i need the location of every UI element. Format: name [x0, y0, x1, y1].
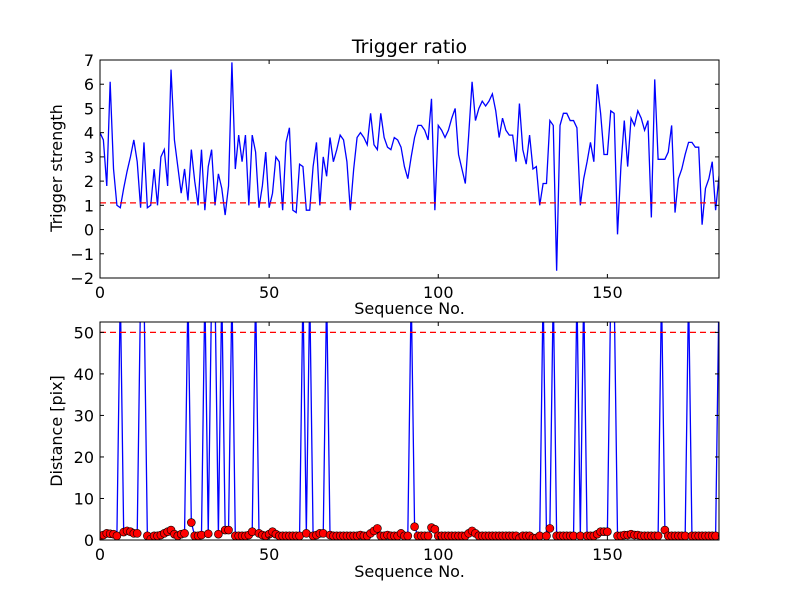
y-tick-label: −2 — [70, 269, 94, 288]
bottom-x-axis-label: Sequence No. — [354, 562, 465, 581]
data-point — [410, 522, 419, 532]
x-tick-label: 150 — [592, 283, 623, 302]
y-tick-label: 10 — [74, 489, 94, 508]
y-tick-label: 40 — [74, 365, 94, 384]
data-point — [603, 527, 612, 536]
y-tick-label: 4 — [84, 124, 94, 143]
data-point — [718, 533, 719, 539]
x-tick-label: 50 — [259, 283, 279, 302]
data-point — [729, 532, 737, 540]
y-tick-label: 1 — [84, 196, 94, 215]
axes-frame — [99, 321, 720, 541]
bottom-axes: 0 50 100 150 0 10 20 30 40 50 — [74, 321, 737, 564]
data-point — [545, 524, 555, 533]
y-tick-label: 6 — [84, 75, 94, 94]
y-tick-label: 0 — [84, 531, 94, 550]
data-point — [403, 531, 413, 540]
chart-title: Trigger ratio — [351, 36, 467, 58]
series-line — [100, 62, 719, 271]
x-tick-label: 50 — [259, 545, 279, 564]
data-point — [224, 525, 233, 535]
y-tick-label: 2 — [84, 172, 94, 191]
data-point — [653, 531, 663, 540]
y-tick-label: −1 — [70, 245, 94, 264]
x-tick-label: 100 — [423, 283, 454, 302]
data-point — [725, 532, 733, 540]
y-tick-label: 50 — [74, 323, 94, 342]
top-y-axis-label: Trigger strength — [47, 104, 66, 233]
x-tick-label: 150 — [592, 545, 623, 564]
data-point — [423, 531, 433, 540]
y-tick-label: 0 — [84, 221, 94, 240]
data-point — [373, 524, 382, 533]
data-point — [203, 529, 213, 539]
bottom-y-axis-label: Distance [pix] — [47, 375, 66, 487]
x-tick-label: 100 — [423, 545, 454, 564]
top-x-axis-label: Sequence No. — [354, 299, 465, 318]
x-tick-label: 0 — [95, 283, 105, 302]
x-tick-label: 0 — [95, 545, 105, 564]
data-point — [180, 529, 189, 538]
axes-frame — [99, 59, 720, 279]
data-point — [187, 518, 196, 527]
y-tick-label: 30 — [74, 406, 94, 425]
y-tick-label: 5 — [84, 99, 94, 118]
data-point — [132, 529, 142, 538]
data-point — [542, 531, 551, 540]
y-tick-label: 7 — [84, 51, 94, 70]
y-tick-label: 3 — [84, 148, 94, 167]
series-line — [100, 322, 719, 540]
y-tick-label: 20 — [74, 448, 94, 467]
data-point — [214, 529, 223, 539]
